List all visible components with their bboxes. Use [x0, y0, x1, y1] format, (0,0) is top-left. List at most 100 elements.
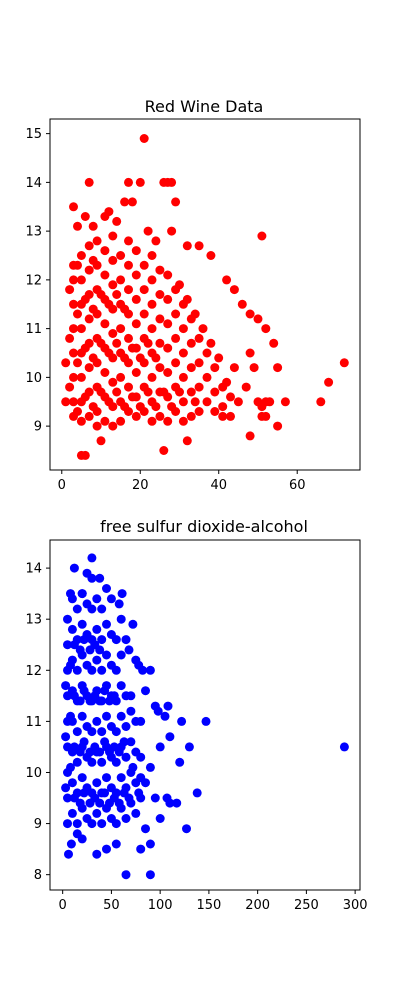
data-point [87, 819, 97, 829]
data-point [77, 589, 87, 599]
data-point [95, 645, 105, 655]
x-tick-label: 300 [343, 898, 368, 913]
data-point [100, 686, 110, 696]
data-point [139, 260, 149, 270]
data-point [210, 363, 220, 373]
data-point [102, 711, 111, 721]
data-point [147, 299, 157, 309]
data-point [77, 711, 87, 721]
data-point [112, 216, 122, 226]
x-tick-label: 50 [103, 898, 120, 913]
data-point [155, 411, 165, 421]
data-point [229, 285, 239, 295]
data-point [201, 716, 211, 726]
data-point [124, 382, 133, 392]
data-point [111, 727, 121, 737]
data-point [116, 372, 126, 382]
data-point [192, 788, 202, 798]
data-point [67, 778, 77, 788]
data-point [163, 294, 173, 304]
y-tick-label: 9 [34, 420, 42, 435]
data-point [102, 619, 111, 629]
data-point [111, 665, 121, 675]
data-point [186, 338, 196, 348]
data-point [136, 752, 146, 762]
data-point [198, 324, 208, 334]
data-point [155, 290, 165, 299]
data-point [66, 711, 75, 721]
data-point [126, 706, 136, 716]
axes-frame [49, 118, 361, 471]
data-point [116, 251, 126, 260]
data-point [131, 294, 141, 304]
data-point [178, 416, 188, 426]
data-point [194, 407, 204, 416]
data-point [182, 241, 192, 251]
data-point [202, 348, 212, 358]
data-point [145, 762, 155, 772]
data-point [97, 635, 107, 645]
data-point [178, 324, 188, 334]
data-point [127, 343, 137, 353]
data-point [92, 421, 102, 431]
data-point [147, 275, 157, 285]
data-point [108, 231, 118, 241]
data-point [108, 280, 118, 290]
y-tick-label: 11 [25, 322, 42, 337]
data-point [210, 407, 220, 416]
data-point [69, 324, 78, 334]
data-point [61, 783, 71, 793]
data-point [80, 212, 90, 221]
data-point [72, 819, 82, 829]
data-point [65, 333, 75, 343]
data-point [194, 333, 204, 343]
data-point [76, 324, 86, 334]
data-point [95, 573, 105, 583]
data-point [202, 372, 212, 382]
data-point [135, 402, 145, 412]
data-point [75, 798, 85, 808]
data-point [116, 650, 126, 660]
data-point [145, 665, 155, 675]
data-point [69, 691, 79, 701]
data-point [65, 382, 75, 392]
data-point [139, 134, 149, 143]
chart-title: Red Wine Data [145, 97, 264, 116]
x-tick-label: 0 [59, 898, 67, 913]
data-point [69, 397, 78, 407]
data-point [131, 270, 141, 280]
data-point [171, 197, 181, 207]
data-point [96, 387, 106, 397]
data-point [128, 619, 138, 629]
data-point [124, 793, 134, 803]
y-tick-label: 14 [25, 176, 42, 191]
data-point [87, 727, 97, 737]
data-point [138, 665, 148, 675]
data-point [80, 450, 90, 460]
x-tick-label: 60 [289, 478, 306, 493]
data-point [102, 650, 111, 660]
data-point [131, 411, 141, 421]
data-point [143, 387, 153, 397]
data-point [151, 353, 161, 363]
data-point [124, 333, 133, 343]
y-tick-label: 8 [34, 868, 42, 883]
data-point [116, 275, 126, 285]
data-point [233, 397, 243, 407]
data-point [339, 742, 349, 752]
y-tick-label: 14 [25, 562, 42, 577]
data-point [69, 563, 79, 573]
data-point [147, 324, 157, 334]
data-point [117, 589, 127, 599]
data-point [194, 382, 204, 392]
data-point [186, 387, 196, 397]
data-point [66, 762, 75, 772]
data-point [84, 177, 94, 187]
data-point [116, 773, 126, 783]
data-point [147, 416, 157, 426]
data-point [131, 808, 141, 818]
data-point [316, 397, 326, 407]
data-point [102, 773, 111, 783]
data-point [127, 392, 137, 402]
data-point [116, 416, 126, 426]
